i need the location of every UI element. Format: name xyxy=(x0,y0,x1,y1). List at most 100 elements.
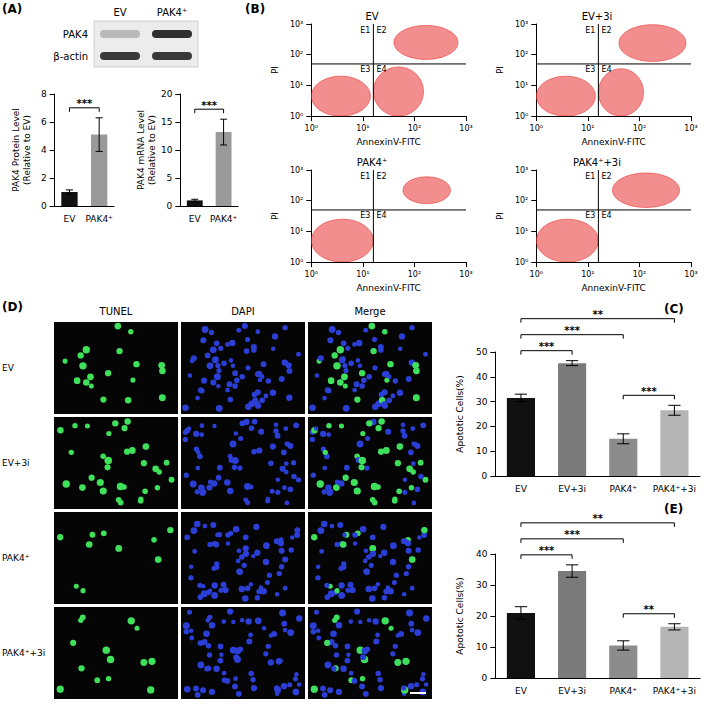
svg-text:10²: 10² xyxy=(515,196,528,205)
svg-text:PAK4⁺: PAK4⁺ xyxy=(610,686,638,696)
svg-text:10⁰: 10⁰ xyxy=(290,112,303,121)
svg-text:10²: 10² xyxy=(290,50,303,59)
svg-text:E2: E2 xyxy=(376,172,386,181)
svg-text:10⁰: 10⁰ xyxy=(290,258,303,267)
svg-text:E2: E2 xyxy=(601,172,611,181)
svg-text:**: ** xyxy=(592,513,603,524)
svg-text:DAPI: DAPI xyxy=(231,306,254,317)
svg-text:E2: E2 xyxy=(601,26,611,35)
svg-text:E1: E1 xyxy=(585,26,595,35)
svg-text:PI: PI xyxy=(270,212,280,220)
svg-text:10²: 10² xyxy=(633,270,646,279)
svg-text:8: 8 xyxy=(41,89,47,99)
svg-text:0: 0 xyxy=(41,201,47,211)
svg-text:E4: E4 xyxy=(601,65,611,74)
svg-text:AnnexinV-FITC: AnnexinV-FITC xyxy=(581,283,645,293)
svg-text:PAK4⁺+3i: PAK4⁺+3i xyxy=(573,157,621,168)
svg-text:β-actin: β-actin xyxy=(53,51,88,62)
svg-text:10¹: 10¹ xyxy=(515,81,528,90)
svg-text:EV: EV xyxy=(64,214,77,224)
svg-text:10²: 10² xyxy=(408,124,421,133)
svg-text:E4: E4 xyxy=(376,65,386,74)
svg-text:10³: 10³ xyxy=(515,20,528,29)
svg-text:E1: E1 xyxy=(360,172,370,181)
svg-text:10: 10 xyxy=(161,145,173,155)
svg-text:20: 20 xyxy=(161,89,173,99)
svg-text:PAK4⁺: PAK4⁺ xyxy=(210,214,238,224)
svg-text:E3: E3 xyxy=(585,211,595,220)
svg-text:E4: E4 xyxy=(376,211,386,220)
svg-text:PAK4⁺: PAK4⁺ xyxy=(610,484,638,494)
svg-text:10: 10 xyxy=(476,446,488,456)
svg-text:5: 5 xyxy=(167,173,173,183)
svg-text:10³: 10³ xyxy=(290,166,303,175)
svg-text:EV+3i: EV+3i xyxy=(2,458,30,468)
svg-text:Apototic Cells(%): Apototic Cells(%) xyxy=(455,375,465,452)
svg-text:(Relative to EV): (Relative to EV) xyxy=(147,115,157,185)
svg-text:PAK4⁺+3i: PAK4⁺+3i xyxy=(2,648,45,658)
svg-text:10¹: 10¹ xyxy=(356,124,369,133)
svg-text:E3: E3 xyxy=(360,65,370,74)
svg-text:50: 50 xyxy=(476,347,488,357)
svg-text:10²: 10² xyxy=(408,270,421,279)
svg-text:**: ** xyxy=(644,604,655,615)
svg-text:30: 30 xyxy=(476,397,488,407)
svg-text:***: *** xyxy=(201,100,217,111)
svg-text:10³: 10³ xyxy=(459,124,472,133)
svg-text:EV: EV xyxy=(515,686,528,696)
svg-text:Merge: Merge xyxy=(354,306,385,317)
svg-text:(Relative to EV): (Relative to EV) xyxy=(22,115,32,185)
svg-text:10²: 10² xyxy=(515,50,528,59)
svg-text:PI: PI xyxy=(495,212,505,220)
svg-text:10³: 10³ xyxy=(459,270,472,279)
svg-text:E1: E1 xyxy=(360,26,370,35)
svg-text:EV: EV xyxy=(2,363,15,373)
svg-text:10¹: 10¹ xyxy=(290,81,303,90)
svg-text:EV: EV xyxy=(365,11,378,22)
svg-text:PAK4⁺: PAK4⁺ xyxy=(85,214,113,224)
svg-text:EV+3i: EV+3i xyxy=(558,484,586,494)
svg-text:10³: 10³ xyxy=(684,270,697,279)
svg-text:AnnexinV-FITC: AnnexinV-FITC xyxy=(356,283,420,293)
svg-text:10⁰: 10⁰ xyxy=(530,124,543,133)
svg-text:6: 6 xyxy=(41,117,47,127)
svg-text:E2: E2 xyxy=(376,26,386,35)
svg-text:PAK4⁺: PAK4⁺ xyxy=(357,157,387,168)
svg-text:40: 40 xyxy=(476,549,488,559)
svg-text:PAK4⁺+3i: PAK4⁺+3i xyxy=(653,484,696,494)
svg-text:10¹: 10¹ xyxy=(515,227,528,236)
svg-text:EV+3i: EV+3i xyxy=(558,686,586,696)
svg-text:10³: 10³ xyxy=(515,166,528,175)
svg-text:PAK4 mRNA Level: PAK4 mRNA Level xyxy=(136,110,146,190)
svg-text:4: 4 xyxy=(41,145,47,155)
svg-text:20: 20 xyxy=(476,421,488,431)
svg-text:AnnexinV-FITC: AnnexinV-FITC xyxy=(356,137,420,147)
svg-text:2: 2 xyxy=(41,173,47,183)
svg-text:PAK4 Protein Level: PAK4 Protein Level xyxy=(11,108,21,192)
svg-text:E3: E3 xyxy=(360,211,370,220)
svg-text:15: 15 xyxy=(161,117,172,127)
svg-text:0: 0 xyxy=(167,201,173,211)
svg-text:EV: EV xyxy=(189,214,202,224)
svg-text:***: *** xyxy=(76,98,92,109)
svg-text:PAK4⁺: PAK4⁺ xyxy=(157,7,187,18)
svg-text:E3: E3 xyxy=(585,65,595,74)
svg-text:***: *** xyxy=(539,341,555,352)
svg-text:AnnexinV-FITC: AnnexinV-FITC xyxy=(581,137,645,147)
svg-text:***: *** xyxy=(564,325,580,336)
svg-text:***: *** xyxy=(641,386,657,397)
svg-text:10¹: 10¹ xyxy=(581,124,594,133)
svg-text:10³: 10³ xyxy=(684,124,697,133)
svg-text:10⁰: 10⁰ xyxy=(530,270,543,279)
svg-text:***: *** xyxy=(539,545,555,556)
svg-text:E4: E4 xyxy=(601,211,611,220)
svg-text:EV+3i: EV+3i xyxy=(582,11,613,22)
svg-text:Apototic Cells(%): Apototic Cells(%) xyxy=(455,577,465,654)
svg-text:PAK4⁺+3i: PAK4⁺+3i xyxy=(653,686,696,696)
svg-text:10²: 10² xyxy=(633,124,646,133)
svg-text:PI: PI xyxy=(495,66,505,74)
svg-text:TUNEL: TUNEL xyxy=(99,306,133,317)
svg-text:0: 0 xyxy=(482,673,488,683)
svg-text:0: 0 xyxy=(482,471,488,481)
svg-text:EV: EV xyxy=(515,484,528,494)
